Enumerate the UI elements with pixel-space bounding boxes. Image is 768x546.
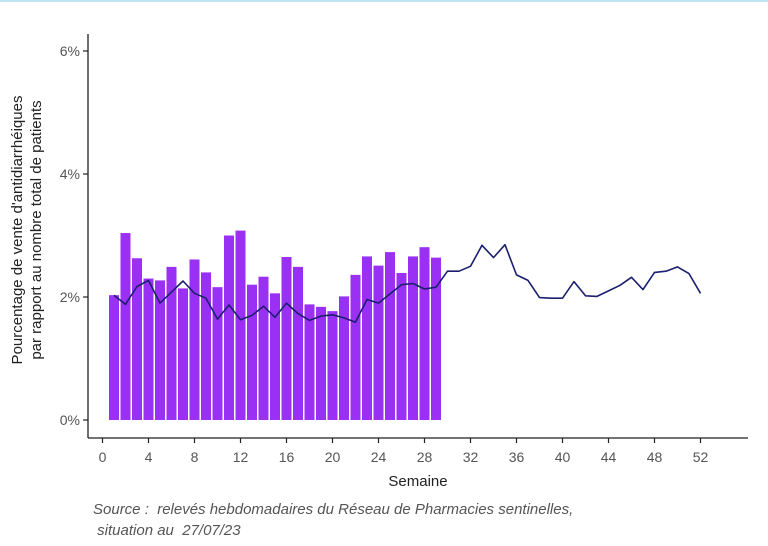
bar-week-5: [155, 280, 165, 420]
x-tick-label: 44: [601, 449, 617, 465]
y-tick-label: 2%: [60, 289, 80, 305]
line-series-path: [113, 243, 702, 324]
top-rule: [0, 0, 768, 2]
x-tick-label: 4: [145, 449, 153, 465]
bar-week-23: [362, 256, 372, 420]
bar-week-26: [396, 273, 407, 420]
x-tick-label: 8: [191, 449, 199, 465]
bar-week-12: [235, 230, 246, 420]
bar-week-10: [212, 287, 223, 420]
bar-week-28: [419, 247, 430, 420]
x-tick-label: 16: [279, 449, 295, 465]
y-tick-label: 6%: [60, 43, 80, 59]
source-line-1: Source : relevés hebdomadaires du Réseau…: [93, 501, 574, 518]
x-tick-label: 36: [509, 449, 525, 465]
x-tick-label: 28: [417, 449, 433, 465]
x-tick-label: 40: [555, 449, 571, 465]
bar-week-17: [293, 266, 303, 420]
y-tick-label: 0%: [60, 412, 80, 428]
source-note: Source : relevés hebdomadaires du Réseau…: [93, 499, 573, 541]
y-ticks: 0% 2% 4% 6%: [60, 43, 88, 428]
bar-week-15: [270, 293, 280, 420]
y-tick-label: 4%: [60, 166, 80, 182]
bar-week-14: [258, 276, 269, 420]
bar-week-7: [178, 288, 188, 420]
bar-week-9: [201, 272, 211, 420]
x-tick-label: 52: [693, 449, 709, 465]
bar-week-19: [316, 306, 326, 420]
x-tick-label: 32: [463, 449, 479, 465]
line-series: [113, 243, 702, 324]
bar-series: [109, 230, 441, 420]
y-axis-title-line-1: Pourcentage de vente d'antidiarrhéiques: [9, 96, 26, 365]
bar-week-1: [109, 295, 119, 420]
x-tick-label: 24: [371, 449, 387, 465]
bar-week-6: [166, 266, 177, 420]
x-tick-label: 0: [99, 449, 107, 465]
bar-week-29: [431, 257, 441, 420]
bar-week-13: [247, 284, 257, 420]
bar-week-21: [339, 296, 349, 420]
bar-week-22: [350, 274, 361, 420]
bar-week-18: [304, 304, 315, 420]
bar-week-4: [143, 278, 154, 420]
bar-week-24: [373, 265, 384, 420]
bar-week-27: [408, 256, 418, 420]
bar-week-3: [132, 258, 142, 420]
axes: [87, 34, 748, 439]
x-tick-label: 20: [325, 449, 341, 465]
y-axis-title-line-2: par rapport au nombre total de patients: [28, 100, 45, 359]
x-ticks: 0 4 8 12 16 20 24 28 32 36 40 44 48 52: [99, 438, 709, 465]
source-line-2: situation au 27/07/23: [93, 522, 241, 539]
bar-week-8: [189, 259, 200, 420]
bar-week-25: [385, 252, 395, 420]
x-tick-label: 12: [233, 449, 249, 465]
x-axis-title: Semaine: [388, 473, 447, 490]
bar-week-20: [327, 311, 338, 420]
bar-week-16: [281, 257, 292, 420]
bar-week-11: [224, 235, 234, 420]
bar-week-2: [120, 233, 131, 420]
x-tick-label: 48: [647, 449, 663, 465]
